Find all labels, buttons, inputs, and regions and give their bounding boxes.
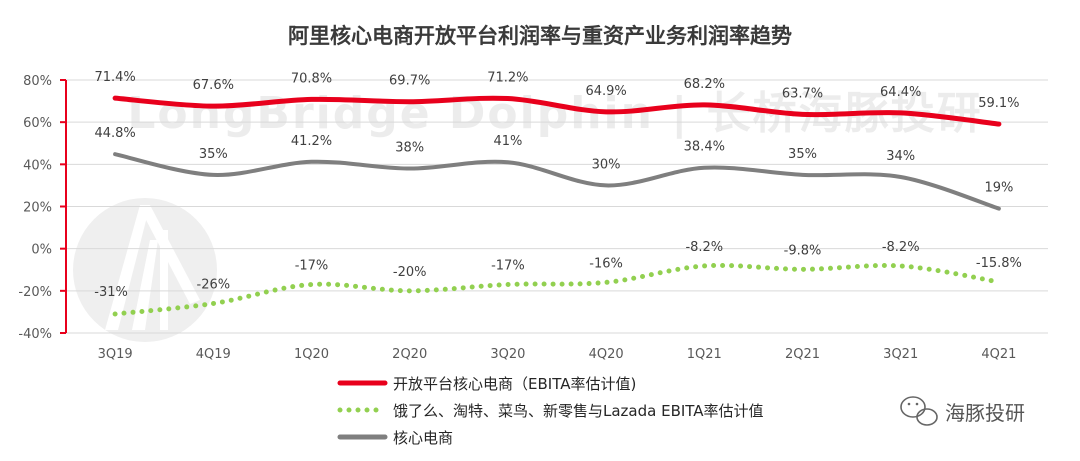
x-tick-label: 3Q20 xyxy=(490,347,525,362)
x-tick-label: 3Q19 xyxy=(98,347,133,362)
data-label: 44.8% xyxy=(94,126,135,141)
legend: 开放平台核心电商（EBITA率估计值) 饿了么、淘特、菜鸟、新零售与Lazada … xyxy=(337,375,764,447)
data-label: 38.4% xyxy=(684,140,725,155)
x-tick-label: 2Q20 xyxy=(392,347,427,362)
legend-label: 开放平台核心电商（EBITA率估计值) xyxy=(393,375,636,393)
x-tick-label: 4Q20 xyxy=(589,347,624,362)
watermark-logo xyxy=(73,198,217,342)
data-label: -26% xyxy=(197,277,231,292)
x-tick-label: 4Q19 xyxy=(196,347,231,362)
legend-label: 饿了么、淘特、菜鸟、新零售与Lazada EBITA率估计值 xyxy=(393,402,764,420)
legend-label: 核心电商 xyxy=(393,429,453,447)
y-tick-label: 0% xyxy=(31,243,52,258)
core-ecommerce-margin-line xyxy=(113,152,1001,211)
x-tick-label: 2Q21 xyxy=(785,347,820,362)
x-tick-label: 1Q20 xyxy=(294,347,329,362)
data-label: 59.1% xyxy=(978,96,1019,111)
data-labels-layer: 71.4% 67.6% 70.8% 69.7% 71.2% 64.9% 68.2% 63.7%… xyxy=(94,70,1022,300)
data-label: -20% xyxy=(393,265,427,280)
data-label: 69.7% xyxy=(389,74,430,89)
x-axis-labels: 3Q19 4Q19 1Q20 2Q20 3Q20 4Q20 1Q21 2Q21 3Q21 4Q21 xyxy=(98,347,1017,362)
data-label: 35% xyxy=(199,147,228,162)
open-platform-margin-line xyxy=(112,95,1002,127)
data-label: 67.6% xyxy=(193,78,234,93)
x-tick-label: 1Q21 xyxy=(687,347,722,362)
y-axis-ticks: 80% 60% 40% 20% 0% -20% -40% xyxy=(18,74,52,342)
y-tick-label: -20% xyxy=(18,285,52,300)
heavy-asset-margin-line xyxy=(112,262,1002,317)
data-label: 35% xyxy=(788,147,817,162)
data-label: -8.2% xyxy=(882,240,920,255)
y-tick-label: 80% xyxy=(23,74,52,89)
data-label: 71.2% xyxy=(487,71,528,86)
wechat-icon xyxy=(900,396,938,426)
data-label: -15.8% xyxy=(976,256,1022,271)
data-label: 63.7% xyxy=(782,86,823,101)
y-tick-label: 60% xyxy=(23,116,52,131)
data-label: -17% xyxy=(491,259,525,274)
y-tick-label: 20% xyxy=(23,201,52,216)
data-label: 64.9% xyxy=(585,84,626,99)
x-tick-label: 4Q21 xyxy=(981,347,1016,362)
x-tick-label: 3Q21 xyxy=(883,347,918,362)
data-label: -17% xyxy=(295,259,329,274)
chart-title: 阿里核心电商开放平台利润率与重资产业务利润率趋势 xyxy=(288,24,792,48)
brand-mark: 海豚投研 xyxy=(900,396,1025,426)
data-label: 41% xyxy=(493,134,522,149)
brand-name: 海豚投研 xyxy=(945,401,1025,425)
data-label: 70.8% xyxy=(291,71,332,86)
data-label: -16% xyxy=(589,256,623,271)
data-label: -9.8% xyxy=(784,243,822,258)
y-tick-label: 40% xyxy=(23,158,52,173)
data-label: 30% xyxy=(592,157,621,172)
data-label: 68.2% xyxy=(684,77,725,92)
data-label: 34% xyxy=(886,149,915,164)
series-layer xyxy=(112,95,1002,317)
data-label: -31% xyxy=(94,285,128,300)
data-label: 71.4% xyxy=(94,70,135,85)
data-label: 41.2% xyxy=(291,134,332,149)
y-tick-label: -40% xyxy=(18,327,52,342)
data-label: 64.4% xyxy=(880,85,921,100)
data-label: -8.2% xyxy=(685,240,723,255)
data-label: 38% xyxy=(395,141,424,156)
data-label: 19% xyxy=(984,181,1013,196)
